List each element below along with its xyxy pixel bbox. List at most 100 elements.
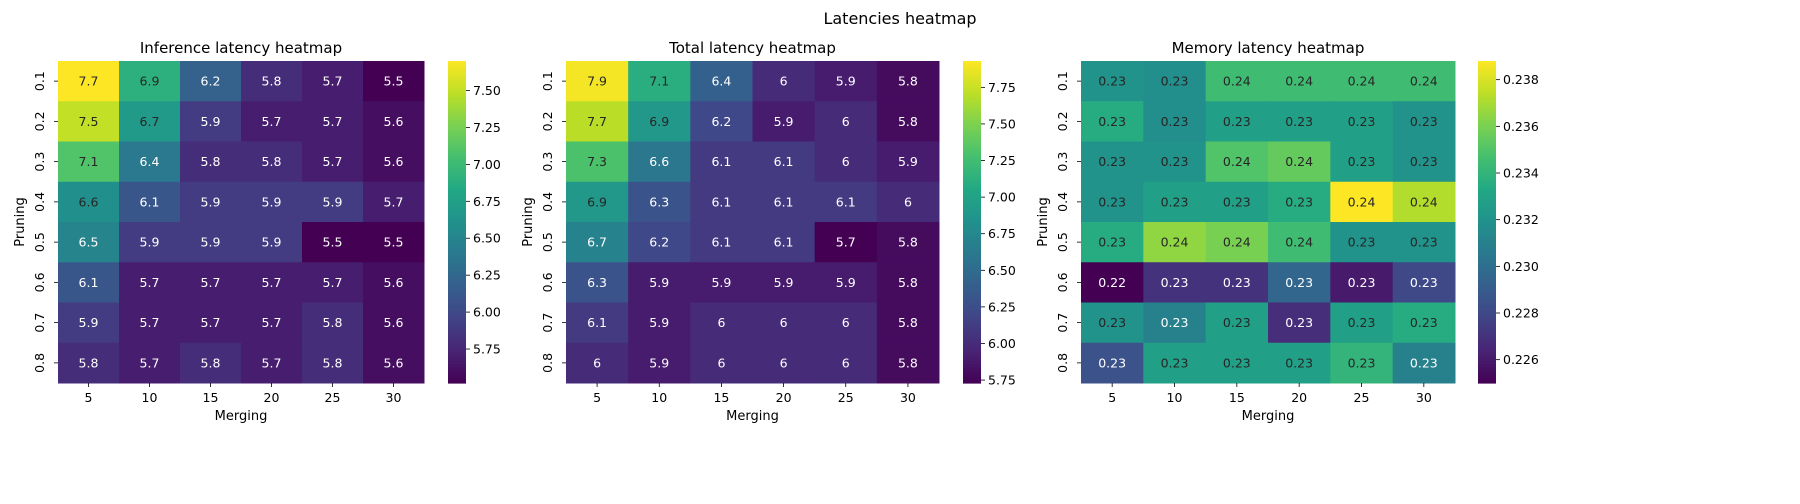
colorbar-segment: [963, 98, 981, 102]
colorbar-segment: [963, 366, 981, 371]
cell-value-label: 0.23: [1223, 114, 1251, 129]
colorbar-segment: [963, 356, 981, 360]
cell-value-label: 5.6: [384, 315, 404, 330]
heatmap-cell: [1081, 342, 1144, 384]
colorbar-segment: [1478, 302, 1496, 306]
colorbar-segment: [1478, 222, 1496, 226]
cell-value-label: 5.7: [323, 74, 343, 89]
cell-value-label: 5.8: [262, 154, 282, 169]
heatmap-cell: [876, 262, 940, 303]
heatmap-cell: [1205, 61, 1269, 102]
cell-value-label: 5.7: [262, 355, 282, 370]
cell-value-label: 5.9: [649, 315, 669, 330]
colorbar-segment: [448, 165, 466, 169]
colorbar-tick-label: 6.50: [988, 263, 1016, 278]
colorbar-tick-label: 0.228: [1503, 306, 1539, 321]
colorbar-segment: [448, 275, 466, 279]
y-tick-label: 0.1: [540, 71, 555, 91]
cell-value-label: 0.23: [1098, 154, 1126, 169]
colorbar-segment: [448, 310, 466, 314]
cell-value-label: 5.6: [384, 154, 404, 169]
colorbar-segment: [963, 289, 981, 293]
y-tick-label: 0.2: [540, 111, 555, 131]
colorbar-segment: [1478, 77, 1496, 81]
y-tick-label: 0.6: [1055, 272, 1070, 292]
colorbar-segment: [1478, 380, 1496, 384]
colorbar-segment: [448, 136, 466, 140]
colorbar-segment: [1478, 63, 1496, 67]
colorbar-segment: [448, 200, 466, 204]
heatmap-cell: [876, 61, 940, 102]
cell-value-label: 5.8: [898, 355, 918, 370]
colorbar-segment: [1478, 189, 1496, 194]
x-tick-label: 30: [386, 390, 402, 405]
cell-value-label: 6: [842, 154, 850, 169]
colorbar-segment: [963, 361, 981, 365]
colorbar-segment: [1478, 294, 1496, 298]
colorbar-segment: [448, 101, 466, 105]
colorbar-segment: [448, 358, 466, 363]
colorbar-segment: [963, 267, 981, 271]
cell-value-label: 0.24: [1348, 194, 1376, 209]
colorbar-segment: [448, 278, 466, 282]
heatmap-cell: [566, 262, 629, 303]
cell-value-label: 5.5: [384, 235, 404, 250]
heatmap-cell: [1330, 61, 1394, 102]
colorbar-segment: [963, 302, 981, 306]
colorbar-segment: [1478, 366, 1496, 371]
colorbar-segment: [448, 323, 466, 328]
heatmap-cell: [1392, 262, 1456, 303]
colorbar-segment: [963, 69, 981, 73]
heatmap-cell: [628, 222, 691, 263]
cell-value-label: 0.24: [1285, 235, 1313, 250]
colorbar-tick-label: 7.00: [473, 157, 501, 172]
colorbar-segment: [448, 299, 466, 304]
cell-value-label: 6.1: [711, 194, 731, 209]
cell-value-label: 6.1: [774, 235, 794, 250]
colorbar-segment: [448, 238, 466, 242]
heatmap-cell: [241, 342, 303, 384]
heatmap-cell: [814, 222, 878, 263]
heatmap-cell: [302, 181, 364, 223]
heatmap-cell: [628, 61, 691, 102]
colorbar-segment: [448, 173, 466, 177]
colorbar-segment: [963, 168, 981, 172]
colorbar-segment: [963, 87, 981, 92]
cell-value-label: 0.23: [1098, 114, 1126, 129]
colorbar-segment: [963, 222, 981, 226]
cell-value-label: 0.23: [1223, 275, 1251, 290]
colorbar-segment: [1478, 248, 1496, 253]
cell-value-label: 0.23: [1098, 315, 1126, 330]
x-tick-label: 5: [593, 390, 601, 405]
heatmap-cell: [876, 222, 940, 263]
cell-value-label: 0.23: [1161, 315, 1189, 330]
cell-value-label: 5.9: [774, 275, 794, 290]
cell-value-label: 5.9: [836, 74, 856, 89]
colorbar-segment: [448, 114, 466, 118]
colorbar-segment: [448, 176, 466, 180]
heatmap-cell: [58, 101, 120, 142]
colorbar-segment: [963, 171, 981, 175]
colorbar-segment: [1478, 179, 1496, 183]
colorbar-segment: [1478, 133, 1496, 137]
heatmap-cell: [566, 61, 629, 102]
colorbar-segment: [1478, 315, 1496, 320]
colorbar-segment: [1478, 74, 1496, 78]
colorbar-segment: [448, 305, 466, 309]
cell-value-label: 5.9: [201, 235, 221, 250]
heatmap-cell: [1268, 302, 1331, 344]
colorbar-segment: [1478, 157, 1496, 161]
heatmap-cell: [690, 342, 753, 384]
cell-value-label: 6: [904, 194, 912, 209]
cell-value-label: 6.7: [587, 235, 607, 250]
heatmap-cell: [876, 101, 940, 142]
heatmap-cell: [180, 141, 242, 183]
colorbar-segment: [448, 361, 466, 365]
colorbar-segment: [1478, 203, 1496, 207]
colorbar-segment: [1478, 345, 1496, 349]
colorbar-segment: [963, 364, 981, 368]
colorbar-segment: [963, 154, 981, 159]
colorbar-tick-label: 5.75: [988, 373, 1016, 388]
cell-value-label: 5.7: [262, 275, 282, 290]
